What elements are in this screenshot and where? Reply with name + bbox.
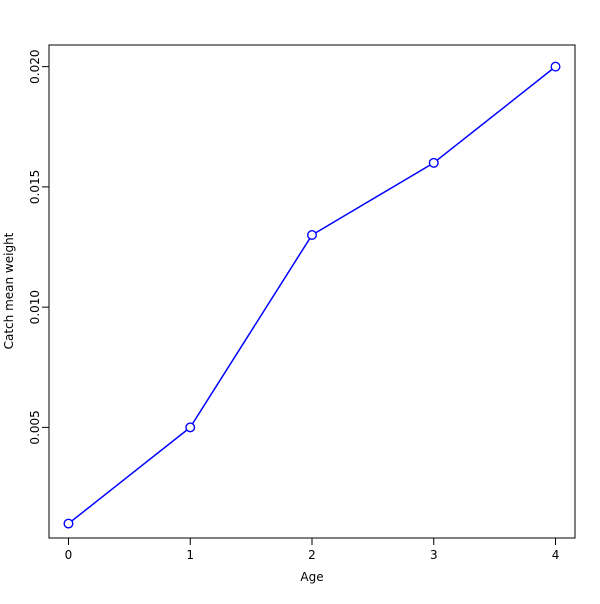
x-tick-label: 1: [186, 548, 194, 562]
x-axis: 0 1 2 3 4: [65, 538, 560, 562]
y-tick-label: 0.005: [28, 410, 42, 444]
data-point-marker: [185, 422, 196, 433]
y-axis: 0.005 0.010 0.015 0.020: [28, 49, 49, 445]
x-tick-label: 3: [430, 548, 438, 562]
data-point-marker: [63, 518, 74, 529]
x-tick-label: 2: [308, 548, 316, 562]
data-line: [67, 65, 557, 525]
data-point-marker: [550, 61, 561, 72]
y-tick-label: 0.020: [28, 49, 42, 83]
data-point-marker: [307, 229, 318, 240]
x-tick-label: 4: [552, 548, 560, 562]
data-series: [63, 61, 561, 529]
x-axis-title: Age: [300, 570, 323, 584]
plot-box: [48, 44, 576, 539]
x-tick-label: 0: [65, 548, 73, 562]
data-point-marker: [428, 157, 439, 168]
y-tick-label: 0.010: [28, 290, 42, 324]
y-tick-label: 0.015: [28, 170, 42, 204]
y-axis-title: Catch mean weight: [2, 232, 16, 349]
